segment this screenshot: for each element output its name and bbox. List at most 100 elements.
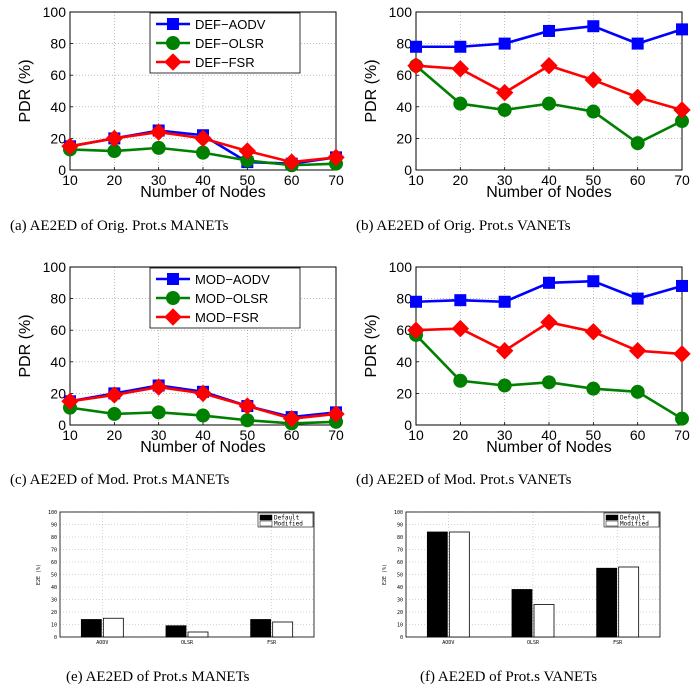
legend-label: DEF−AODV [195,17,266,32]
y-tick-label: 100 [43,259,67,275]
data-point [453,373,468,388]
data-point [498,37,511,50]
legend-label: Modified [274,521,303,528]
data-point [151,405,166,420]
bar-default [511,589,533,638]
y-tick-label: 0 [54,635,57,641]
data-point [542,96,556,111]
x-tick-label: 40 [195,427,211,443]
data-point [282,153,301,171]
y-tick-label: 90 [51,523,57,529]
x-tick-label: 10 [62,172,78,188]
caption-d: (d) AE2ED of Mod. Prot.s VANETs [356,472,572,488]
data-point [61,137,79,156]
x-tick-label: 70 [674,172,690,188]
data-point [630,136,645,151]
plot-frame [59,511,315,638]
legend-marker [167,18,179,30]
x-tick-label: 70 [328,172,344,188]
data-point [282,409,301,428]
x-tick-label: 60 [284,427,300,443]
data-point [587,20,600,33]
data-point [454,40,467,53]
chart-svg-c: 10 20 30 40 50 60 70 0 20 40 60 80 100 Number of Node… [17,259,345,456]
x-tick-label: 70 [328,427,344,443]
y-axis-label: PDR (%) [363,59,380,122]
data-point [543,24,555,37]
series-2 [61,123,345,171]
x-tick-label: 60 [284,172,300,188]
x-tick-label: 10 [62,427,78,443]
y-tick-label: 60 [397,560,403,566]
data-point [631,292,644,305]
data-point [495,342,514,360]
data-point [196,408,210,423]
x-tick-label: 60 [630,427,646,443]
caption-e: (e) AE2ED of Prot.s MANETs [66,669,250,685]
x-tick-label: FSR [267,640,277,646]
data-point [194,384,212,403]
data-point [543,276,555,289]
legend-label: MOD−FSR [195,310,259,325]
data-point [675,411,689,426]
y-tick-label: 40 [396,354,412,370]
y-axis-label: PDR (%) [17,314,34,377]
y-tick-label: 0 [58,162,66,178]
series-2 [61,378,345,428]
y-tick-label: 40 [51,585,57,591]
data-point [240,413,255,428]
data-point [453,96,468,111]
chart-b: 10 20 30 40 50 60 70 0 20 40 60 80 100 Number of Node… [346,0,691,205]
y-tick-label: 70 [397,548,403,554]
plot-frame [405,511,661,638]
y-tick-label: 100 [48,510,57,516]
chart-svg-b: 10 20 30 40 50 60 70 0 20 40 60 80 100 Number of Node… [363,4,691,201]
data-point [327,148,345,167]
y-tick-label: 40 [50,354,66,370]
y-tick-label: 10 [397,623,403,629]
caption-b: (b) AE2ED of Orig. Prot.s VANETs [356,218,571,234]
data-point [407,321,425,339]
legend-marker [167,273,179,285]
series-0 [410,275,688,308]
legend-marker [164,53,182,71]
data-point [497,378,512,393]
y-tick-label: 0 [404,417,412,433]
y-tick-label: 60 [51,560,57,566]
y-axis-label: PDR (%) [17,59,34,122]
y-tick-label: 80 [396,36,412,52]
legend-marker [166,291,180,305]
bar-modified [272,621,294,638]
x-tick-label: 10 [408,172,424,188]
chart-c: 10 20 30 40 50 60 70 0 20 40 60 80 100 Number of Node… [0,255,345,460]
x-tick-label: OLSR [181,640,194,646]
data-point [630,384,645,399]
legend-label: MOD−AODV [195,272,270,287]
caption-a: (a) AE2ED of Orig. Prot.s MANETs [10,218,229,234]
series-0 [410,20,688,53]
y-tick-label: 80 [50,36,66,52]
x-axis-label: Number of Nodes [486,184,611,201]
data-point [194,129,212,148]
x-tick-label: 30 [151,172,167,188]
data-point [584,323,603,341]
x-tick-label: AODV [442,640,454,646]
y-tick-label: 30 [397,598,403,604]
data-point [451,319,470,338]
y-tick-label: 0 [400,635,403,641]
legend-swatch [605,520,619,527]
x-tick-label: FSR [613,640,623,646]
legend-label: DEF−OLSR [195,36,264,51]
y-tick-label: 0 [404,162,412,178]
legend-label: Default [274,515,300,522]
x-axis-label: Number of Nodes [140,184,265,201]
x-tick-label: 40 [195,172,211,188]
x-axis-label: Number of Nodes [140,439,265,456]
data-point [410,295,422,308]
chart-svg-e: 0 10 20 30 40 50 60 70 80 90 100 AODV OLSR FSR E2E (%)… [36,510,315,646]
data-point [631,37,644,50]
data-point [628,88,647,107]
y-axis-label: PDR (%) [363,314,380,377]
y-tick-label: 90 [397,523,403,529]
